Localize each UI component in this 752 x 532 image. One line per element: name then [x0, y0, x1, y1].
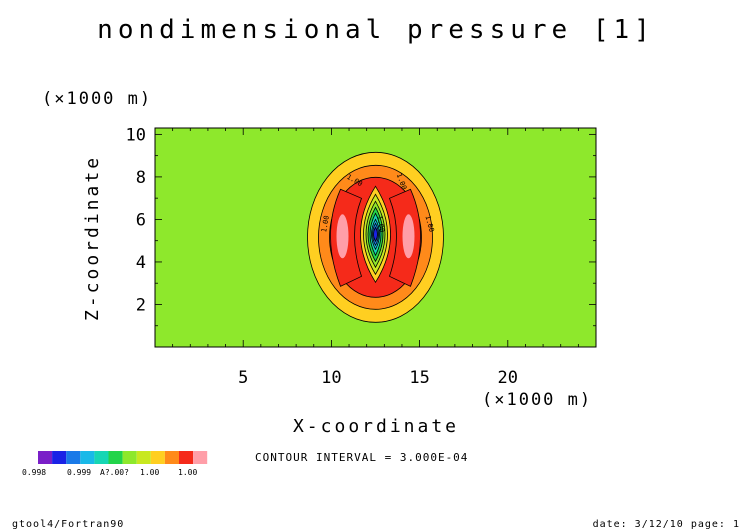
contour-label: 1.00 — [375, 215, 386, 233]
colorbar-swatch — [179, 451, 194, 464]
contour-label: 1.00 — [320, 215, 331, 233]
x-tick-labels: 5 10 15 20 — [238, 368, 518, 388]
y-tick-label: 4 — [136, 253, 146, 273]
y-tick-label: 10 — [126, 125, 146, 145]
contour-interval-text: CONTOUR INTERVAL = 3.000E-04 — [255, 451, 468, 464]
x-tick-label: 15 — [409, 368, 429, 388]
x-tick-label: 20 — [498, 368, 518, 388]
colorbar-swatch — [193, 451, 208, 464]
colorbar-label: 1.00 — [140, 468, 159, 477]
x-axis-label: X-coordinate — [293, 416, 459, 437]
y-tick-label: 8 — [136, 168, 146, 188]
colorbar-swatch — [122, 451, 137, 464]
y-tick-labels: 2 4 6 8 10 — [126, 125, 146, 315]
contour-region — [402, 214, 415, 259]
colorbar-labels: 0.998 0.999 A?.00? 1.00 1.00 — [22, 468, 197, 477]
colorbar-label: 1.00 — [178, 468, 197, 477]
colorbar-label: 0.998 — [22, 468, 46, 477]
colorbar-swatch — [94, 451, 109, 464]
x-unit-label: (×1000 m) — [482, 390, 592, 410]
colorbar-swatch — [136, 451, 151, 464]
x-tick-label: 10 — [321, 368, 341, 388]
colorbar-swatch — [38, 451, 53, 464]
footer-left: gtool4/Fortran90 — [12, 519, 124, 530]
colorbar-label: 0.999 — [67, 468, 91, 477]
y-unit-label: (×1000 m) — [42, 89, 152, 109]
colorbar-swatch — [108, 451, 123, 464]
colorbar-swatch — [80, 451, 95, 464]
y-axis-label: Z-coordinate — [82, 155, 103, 321]
contour-region — [336, 214, 349, 259]
contour-fill-group: 1.001.00 1.001.001.00 — [307, 151, 444, 323]
contour-region — [373, 226, 378, 243]
x-tick-label: 5 — [238, 368, 248, 388]
footer-right: date: 3/12/10 page: 1 — [593, 519, 740, 530]
y-tick-label: 6 — [136, 210, 146, 230]
colorbar — [38, 451, 208, 464]
colorbar-label: A?.00? — [100, 468, 129, 477]
plot-frame — [154, 127, 597, 348]
colorbar-swatch — [66, 451, 81, 464]
colorbar-swatch — [52, 451, 67, 464]
colorbar-swatch — [150, 451, 165, 464]
chart-title: nondimensional pressure [1] — [97, 15, 655, 45]
colorbar-swatch — [164, 451, 179, 464]
y-tick-label: 2 — [136, 295, 146, 315]
